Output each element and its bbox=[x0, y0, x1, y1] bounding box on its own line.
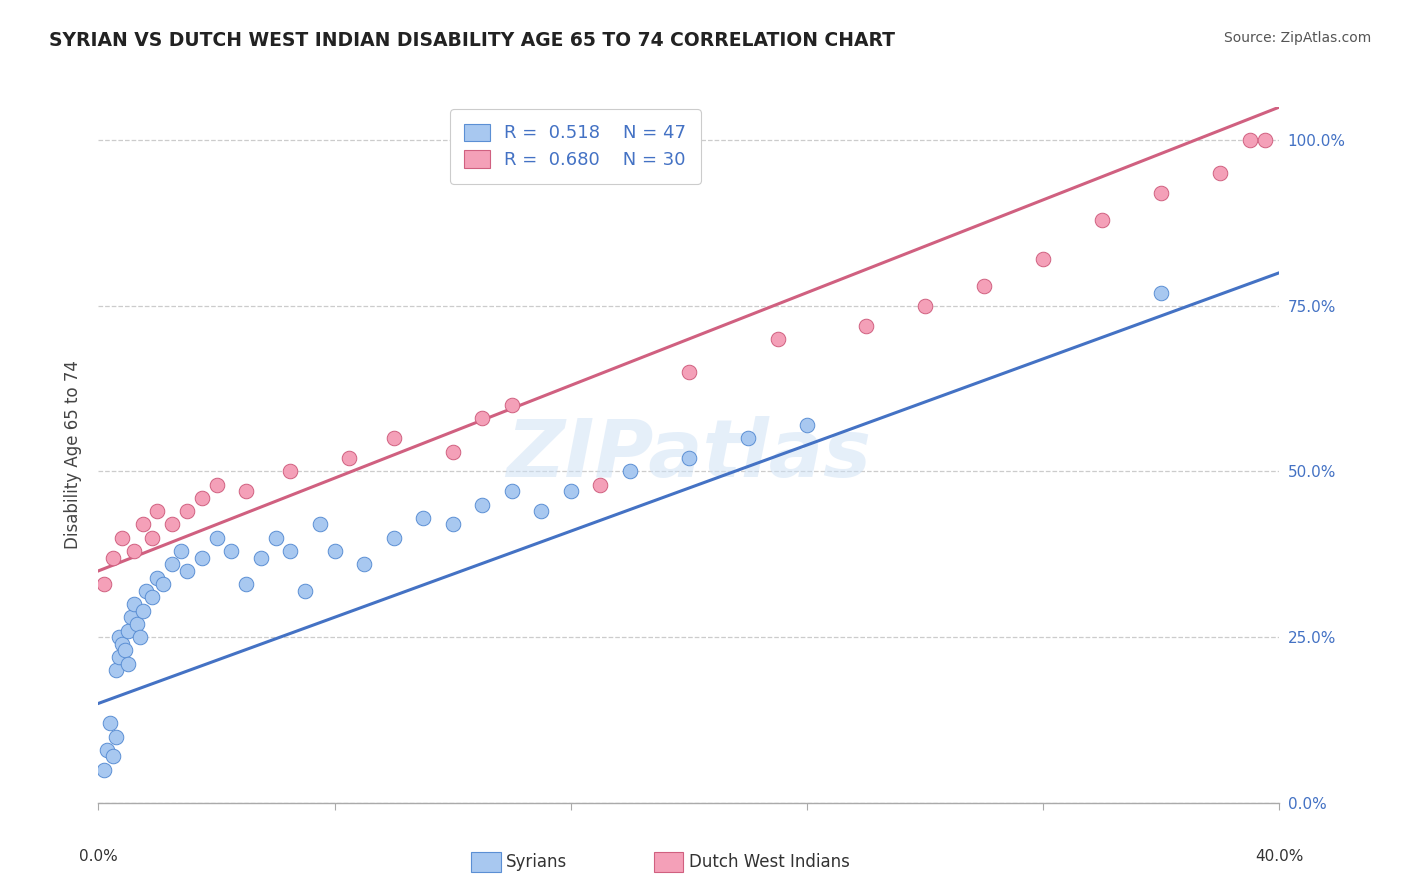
Point bbox=[278, 544, 302, 558]
Point bbox=[176, 504, 198, 518]
Point bbox=[162, 517, 183, 532]
Point bbox=[111, 637, 134, 651]
Point bbox=[382, 431, 405, 445]
Point bbox=[219, 544, 243, 558]
Point bbox=[105, 730, 128, 744]
Point bbox=[141, 591, 163, 605]
Point bbox=[530, 504, 553, 518]
Point bbox=[114, 643, 136, 657]
Point bbox=[122, 544, 145, 558]
Point bbox=[501, 484, 523, 499]
Point bbox=[1209, 166, 1232, 180]
Text: 0.0%: 0.0% bbox=[79, 849, 118, 864]
Text: Dutch West Indians: Dutch West Indians bbox=[689, 853, 849, 871]
Point bbox=[501, 398, 523, 412]
Point bbox=[441, 444, 464, 458]
Point bbox=[278, 465, 302, 479]
Point bbox=[1091, 212, 1114, 227]
Text: 40.0%: 40.0% bbox=[1256, 849, 1303, 864]
Point bbox=[766, 332, 789, 346]
Point bbox=[108, 630, 131, 644]
Legend: R =  0.518    N = 47, R =  0.680    N = 30: R = 0.518 N = 47, R = 0.680 N = 30 bbox=[450, 109, 700, 184]
Point bbox=[117, 657, 139, 671]
Point bbox=[471, 411, 494, 425]
Point bbox=[1150, 285, 1173, 300]
Text: Source: ZipAtlas.com: Source: ZipAtlas.com bbox=[1223, 31, 1371, 45]
Point bbox=[1150, 186, 1173, 201]
Point bbox=[619, 465, 641, 479]
Point bbox=[117, 624, 139, 638]
Point bbox=[441, 517, 464, 532]
Point bbox=[855, 318, 877, 333]
Point bbox=[96, 743, 118, 757]
Text: SYRIAN VS DUTCH WEST INDIAN DISABILITY AGE 65 TO 74 CORRELATION CHART: SYRIAN VS DUTCH WEST INDIAN DISABILITY A… bbox=[49, 31, 896, 50]
Point bbox=[176, 564, 198, 578]
Point bbox=[141, 531, 163, 545]
Point bbox=[235, 577, 257, 591]
Point bbox=[98, 716, 121, 731]
Point bbox=[93, 763, 115, 777]
Point bbox=[146, 504, 169, 518]
Point bbox=[93, 577, 115, 591]
Point bbox=[294, 583, 316, 598]
Point bbox=[191, 550, 214, 565]
Point bbox=[323, 544, 346, 558]
Point bbox=[412, 511, 434, 525]
Point bbox=[146, 570, 169, 584]
Point bbox=[125, 616, 148, 631]
Point bbox=[103, 550, 125, 565]
Point bbox=[205, 531, 228, 545]
Point bbox=[250, 550, 273, 565]
Point bbox=[471, 498, 494, 512]
Point bbox=[128, 630, 150, 644]
Point bbox=[205, 477, 228, 491]
Text: Syrians: Syrians bbox=[506, 853, 568, 871]
Point bbox=[1032, 252, 1054, 267]
Point bbox=[120, 610, 142, 624]
Point bbox=[135, 583, 157, 598]
Point bbox=[560, 484, 582, 499]
Point bbox=[678, 365, 700, 379]
Point bbox=[678, 451, 700, 466]
Point bbox=[337, 451, 360, 466]
Point bbox=[162, 558, 183, 572]
Point bbox=[170, 544, 193, 558]
Point bbox=[796, 418, 818, 433]
Y-axis label: Disability Age 65 to 74: Disability Age 65 to 74 bbox=[63, 360, 82, 549]
Text: ZIPatlas: ZIPatlas bbox=[506, 416, 872, 494]
Point bbox=[589, 477, 612, 491]
Point bbox=[737, 431, 759, 445]
Point bbox=[122, 597, 145, 611]
Point bbox=[1239, 133, 1261, 147]
Point bbox=[235, 484, 257, 499]
Point bbox=[111, 531, 134, 545]
Point bbox=[152, 577, 174, 591]
Point bbox=[108, 650, 131, 665]
Point bbox=[132, 604, 155, 618]
Point bbox=[1254, 133, 1277, 147]
Point bbox=[353, 558, 375, 572]
Point bbox=[309, 517, 332, 532]
Point bbox=[191, 491, 214, 505]
Point bbox=[264, 531, 287, 545]
Point bbox=[382, 531, 405, 545]
Point bbox=[105, 663, 128, 677]
Point bbox=[132, 517, 155, 532]
Point bbox=[914, 299, 936, 313]
Point bbox=[103, 749, 125, 764]
Point bbox=[973, 279, 995, 293]
